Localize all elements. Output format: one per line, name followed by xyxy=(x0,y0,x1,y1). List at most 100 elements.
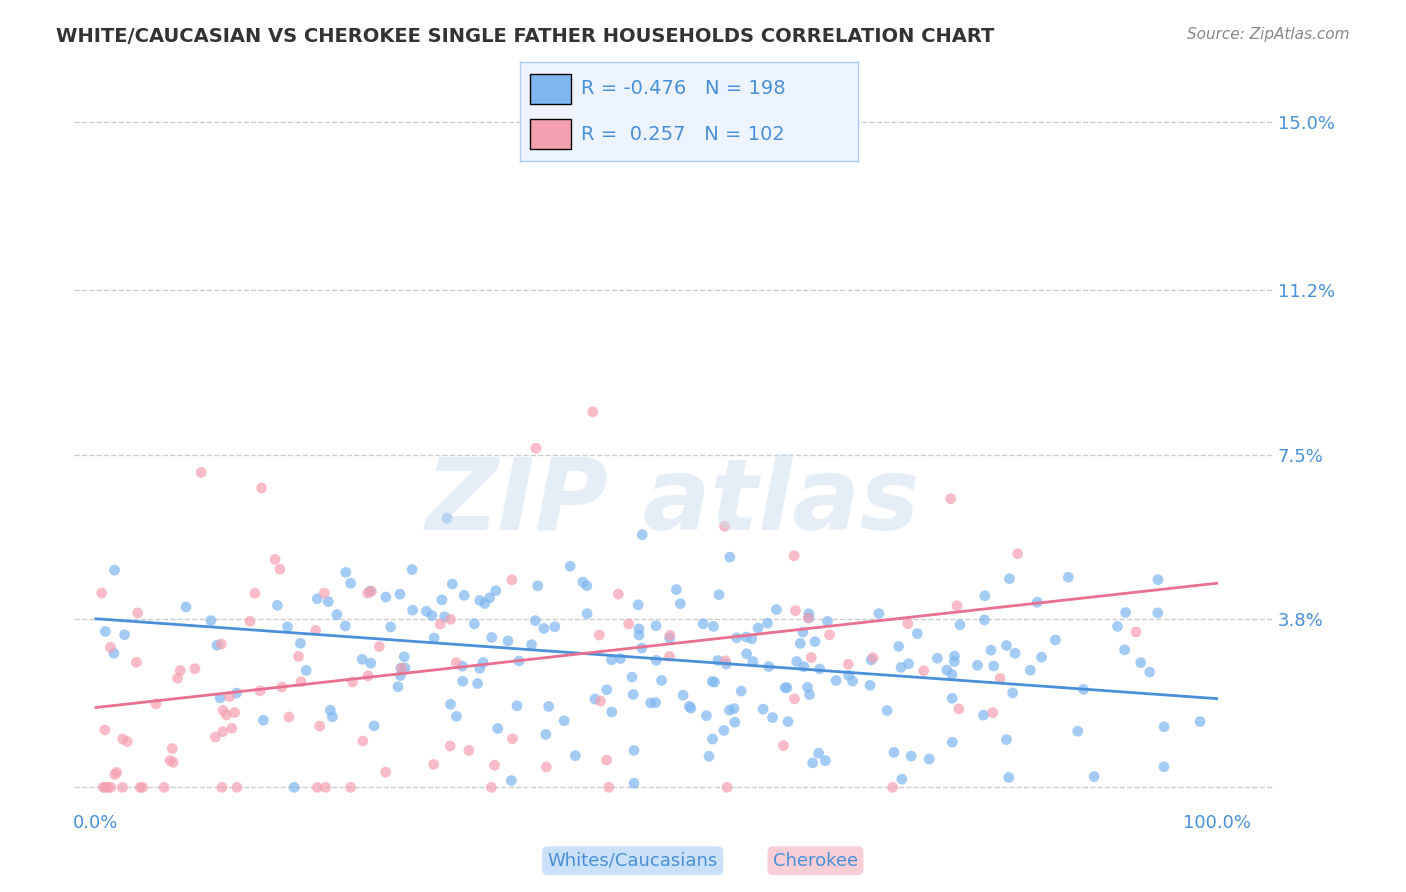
Point xyxy=(174,599,197,614)
Point xyxy=(783,549,806,563)
Point xyxy=(433,610,456,624)
Point xyxy=(1147,573,1170,587)
Point xyxy=(995,732,1018,747)
Point xyxy=(266,599,288,613)
Point xyxy=(287,649,309,664)
Point xyxy=(352,652,374,666)
Point xyxy=(506,698,529,713)
Point xyxy=(153,780,176,795)
Point xyxy=(672,688,695,702)
Point xyxy=(94,624,117,639)
Point xyxy=(882,780,904,795)
Point xyxy=(621,688,644,702)
Point xyxy=(339,780,361,795)
Point xyxy=(339,576,361,591)
Point xyxy=(468,661,491,675)
Point xyxy=(184,662,207,676)
Point xyxy=(799,688,821,702)
Point xyxy=(468,593,491,607)
Point xyxy=(478,591,501,605)
Point xyxy=(797,607,820,621)
Point xyxy=(387,680,409,694)
Point xyxy=(526,579,548,593)
Point xyxy=(252,713,274,727)
FancyBboxPatch shape xyxy=(530,74,571,103)
Point xyxy=(250,481,273,495)
Point xyxy=(600,653,623,667)
Point xyxy=(481,631,503,645)
Point xyxy=(496,634,519,648)
Point xyxy=(394,661,416,675)
Point xyxy=(439,739,461,753)
Point xyxy=(943,655,966,669)
Point xyxy=(114,628,136,642)
Point xyxy=(127,606,149,620)
Point xyxy=(724,715,747,730)
Point xyxy=(553,714,575,728)
Point xyxy=(837,657,859,672)
Point xyxy=(695,708,717,723)
Point xyxy=(200,614,222,628)
Point xyxy=(423,631,446,645)
Point xyxy=(537,699,560,714)
Point xyxy=(209,637,232,651)
Point xyxy=(264,552,287,566)
Point xyxy=(627,622,650,636)
Point xyxy=(451,674,474,689)
Point xyxy=(1115,606,1137,620)
Point xyxy=(389,661,412,675)
Point xyxy=(100,640,122,655)
Point xyxy=(295,664,318,678)
Point xyxy=(439,612,461,626)
Point xyxy=(1153,760,1175,774)
Point xyxy=(808,662,831,676)
Point xyxy=(807,746,830,760)
Point xyxy=(446,709,468,723)
Point xyxy=(290,674,312,689)
Point xyxy=(825,673,848,688)
Point xyxy=(707,588,730,602)
Point xyxy=(1004,646,1026,660)
Point xyxy=(679,701,702,715)
Point xyxy=(453,588,475,602)
Point xyxy=(524,614,547,628)
Point xyxy=(401,563,423,577)
Point xyxy=(778,714,800,729)
Point xyxy=(100,780,122,795)
Point xyxy=(972,708,994,723)
Point xyxy=(772,739,794,753)
Point xyxy=(998,572,1021,586)
Point xyxy=(786,655,808,669)
Point xyxy=(162,756,184,770)
Point xyxy=(900,749,922,764)
Point xyxy=(239,615,262,629)
Point xyxy=(269,562,291,576)
Point xyxy=(326,607,349,622)
Point xyxy=(319,703,342,717)
Point xyxy=(205,638,228,652)
Point xyxy=(335,566,357,580)
Text: WHITE/CAUCASIAN VS CHEROKEE SINGLE FATHER HOUSEHOLDS CORRELATION CHART: WHITE/CAUCASIAN VS CHEROKEE SINGLE FATHE… xyxy=(56,27,994,45)
Point xyxy=(394,649,416,664)
Point xyxy=(645,618,668,632)
Point xyxy=(215,708,238,723)
Point xyxy=(97,780,120,795)
Point xyxy=(627,628,650,642)
Point xyxy=(277,620,299,634)
Point xyxy=(1073,682,1095,697)
Point xyxy=(773,681,796,695)
Point xyxy=(212,703,235,717)
Point xyxy=(314,586,336,600)
Point xyxy=(536,760,558,774)
Point xyxy=(159,754,181,768)
Point xyxy=(588,628,610,642)
Point xyxy=(1031,650,1053,665)
Point xyxy=(883,745,905,759)
Point xyxy=(669,597,692,611)
Point xyxy=(783,691,806,706)
Point xyxy=(897,616,920,631)
Point xyxy=(941,735,963,749)
Point xyxy=(707,653,730,667)
Point xyxy=(981,706,1004,720)
Point xyxy=(472,656,495,670)
